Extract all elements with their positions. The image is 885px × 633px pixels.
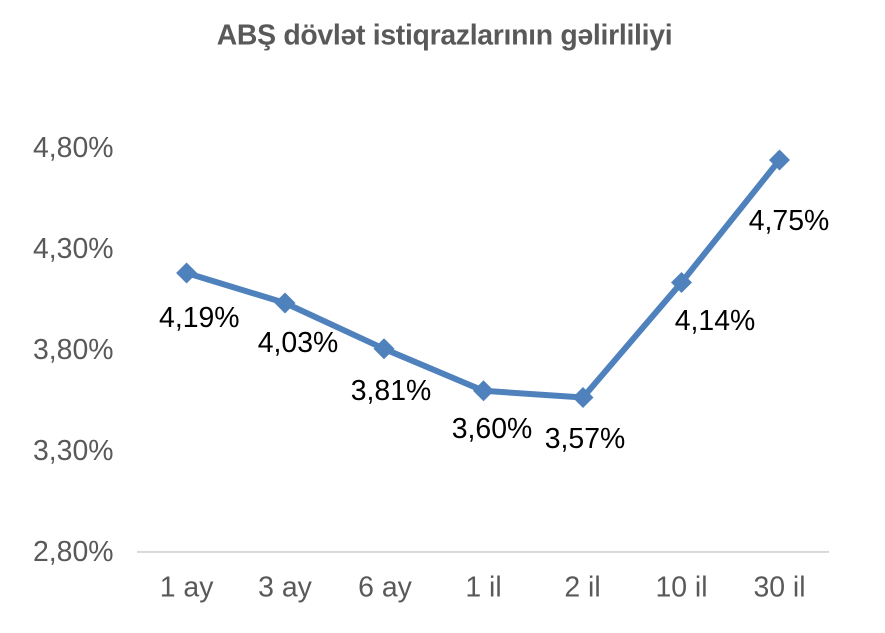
svg-text:2 il: 2 il bbox=[564, 572, 600, 604]
svg-text:ABŞ dövlət istiqrazlarının gəl: ABŞ dövlət istiqrazlarının gəlirliliyi bbox=[217, 19, 673, 51]
svg-text:1 ay: 1 ay bbox=[160, 572, 214, 604]
svg-text:4,80%: 4,80% bbox=[33, 132, 114, 164]
svg-text:3,30%: 3,30% bbox=[33, 435, 114, 467]
svg-text:30 il: 30 il bbox=[753, 572, 805, 604]
svg-text:4,14%: 4,14% bbox=[675, 305, 756, 337]
svg-text:1 il: 1 il bbox=[465, 572, 501, 604]
svg-text:3,81%: 3,81% bbox=[351, 375, 432, 407]
svg-text:3,60%: 3,60% bbox=[452, 413, 533, 445]
svg-text:3,57%: 3,57% bbox=[545, 423, 626, 455]
svg-text:3,80%: 3,80% bbox=[33, 334, 114, 366]
svg-text:2,80%: 2,80% bbox=[33, 536, 114, 568]
svg-text:4,30%: 4,30% bbox=[33, 233, 114, 265]
svg-text:4,03%: 4,03% bbox=[258, 327, 339, 359]
svg-text:6 ay: 6 ay bbox=[358, 572, 412, 604]
svg-text:4,19%: 4,19% bbox=[159, 302, 240, 334]
svg-text:3 ay: 3 ay bbox=[258, 572, 312, 604]
svg-text:10 il: 10 il bbox=[655, 572, 707, 604]
svg-text:4,75%: 4,75% bbox=[749, 205, 830, 237]
